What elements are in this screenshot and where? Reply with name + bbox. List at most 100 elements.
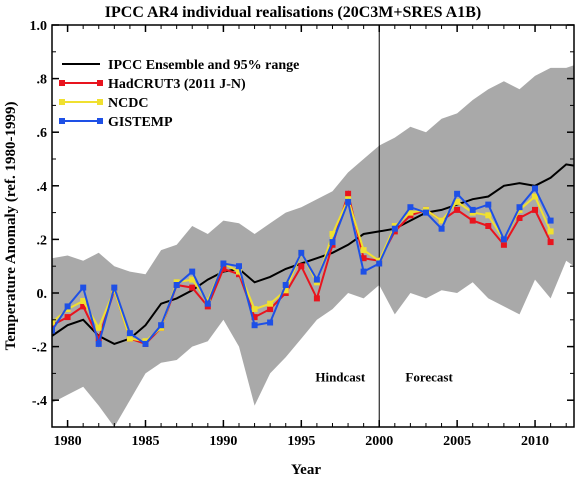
series-3-point xyxy=(251,322,258,329)
series-3-point xyxy=(500,236,507,243)
x-tick-label: 1995 xyxy=(287,434,315,449)
series-1-point xyxy=(345,190,352,197)
series-2-point xyxy=(485,212,492,219)
series-2-point xyxy=(52,319,55,326)
series-2-point xyxy=(438,217,445,224)
legend-marker-1 xyxy=(97,80,103,86)
series-3-point xyxy=(204,300,211,307)
x-tick-label: 1990 xyxy=(209,434,237,449)
series-3-point xyxy=(313,276,320,283)
legend-marker-1 xyxy=(59,80,65,86)
series-3-point xyxy=(407,204,414,211)
legend-marker-3 xyxy=(59,118,65,124)
plot-frame xyxy=(51,24,575,428)
series-2-point xyxy=(95,324,102,331)
series-1-point xyxy=(267,306,274,313)
series-2-point xyxy=(267,300,274,307)
legend-label-0: IPCC Ensemble and 95% range xyxy=(108,58,299,73)
legend-label-2: NCDC xyxy=(108,96,148,111)
series-3-point xyxy=(329,239,336,246)
series-1-point xyxy=(547,239,554,246)
y-tick-label: .2 xyxy=(37,233,48,248)
series-2-point xyxy=(126,335,133,342)
series-2-point xyxy=(407,209,414,216)
series-3-point xyxy=(532,185,538,192)
y-axis-label: Temperature Anomaly (ref. 1980-1999) xyxy=(3,102,19,351)
series-2-point xyxy=(236,268,242,275)
series-1-point xyxy=(454,206,461,213)
series-2-point xyxy=(547,228,554,235)
series-1-point xyxy=(95,335,102,342)
series-3-point xyxy=(236,263,242,270)
y-tick-label: -.2 xyxy=(32,341,47,356)
series-line-0 xyxy=(52,163,574,345)
series-3-point xyxy=(52,327,55,334)
series-3-point xyxy=(126,330,133,337)
series-3-point xyxy=(158,322,165,329)
legend-label-1: HadCRUT3 (2011 J-N) xyxy=(108,77,246,92)
series-3-point xyxy=(142,340,149,347)
chart-title: IPCC AR4 individual realisations (20C3M+… xyxy=(105,4,481,21)
y-tick-label: 0. xyxy=(37,287,48,302)
series-2-point xyxy=(80,298,87,304)
series-1-point xyxy=(220,265,227,272)
y-tick-label: .8 xyxy=(37,73,48,88)
series-1-point xyxy=(516,215,523,221)
series-2-point xyxy=(189,276,196,283)
series-1-point xyxy=(64,314,71,321)
x-tick-label: 1980 xyxy=(54,434,82,449)
series-3-point xyxy=(64,303,71,310)
series-1-point xyxy=(189,284,196,291)
series-3-point xyxy=(516,204,523,211)
y-tick-label: .4 xyxy=(37,180,48,195)
plot-content xyxy=(52,25,574,427)
series-3-point xyxy=(423,209,429,216)
series-3-point xyxy=(469,206,476,213)
series-3-point xyxy=(220,260,227,267)
series-3-point xyxy=(189,268,196,275)
series-1-point xyxy=(360,255,367,262)
annotation-hindcast: Hindcast xyxy=(315,369,366,384)
ensemble-range-band xyxy=(52,65,574,427)
series-2-point xyxy=(329,231,336,237)
series-3-point xyxy=(111,284,118,291)
series-3-point xyxy=(267,319,274,326)
series-1-point xyxy=(469,217,476,224)
series-3-point xyxy=(376,260,383,267)
series-1-point xyxy=(80,303,87,310)
series-3-point xyxy=(547,217,554,224)
legend: IPCC Ensemble and 95% range HadCRUT3 (201… xyxy=(59,58,299,130)
y-tick-label: .6 xyxy=(37,126,48,141)
series-1-point xyxy=(298,263,305,270)
series-3-point xyxy=(173,282,180,288)
series-2-point xyxy=(251,306,258,313)
legend-marker-3 xyxy=(97,118,103,124)
series-1-point xyxy=(500,241,507,248)
series-2-point xyxy=(360,247,367,254)
series-1-point xyxy=(532,206,538,213)
annotation-forecast: Forecast xyxy=(405,369,453,384)
series-3-point xyxy=(95,340,102,347)
series-3-point xyxy=(454,190,461,197)
x-tick-label: 2010 xyxy=(521,434,549,449)
series-3-point xyxy=(360,268,367,275)
series-2-point xyxy=(532,193,538,200)
series-3-point xyxy=(80,284,87,291)
series-3-point xyxy=(438,225,445,232)
x-tick-label: 1985 xyxy=(131,434,159,449)
series-3-point xyxy=(282,282,289,288)
series-2-point xyxy=(282,287,289,294)
series-3-point xyxy=(391,225,398,232)
y-tick-label: 1.0 xyxy=(30,19,48,34)
legend-label-3: GISTEMP xyxy=(108,115,173,130)
x-tick-label: 2005 xyxy=(443,434,471,449)
y-tick-label: -.4 xyxy=(32,394,47,409)
series-3-point xyxy=(345,198,352,205)
series-2-point xyxy=(454,198,461,205)
series-1-point xyxy=(313,295,320,302)
series-1-point xyxy=(251,314,258,321)
x-axis-label: Year xyxy=(291,462,321,478)
legend-marker-2 xyxy=(97,99,103,105)
